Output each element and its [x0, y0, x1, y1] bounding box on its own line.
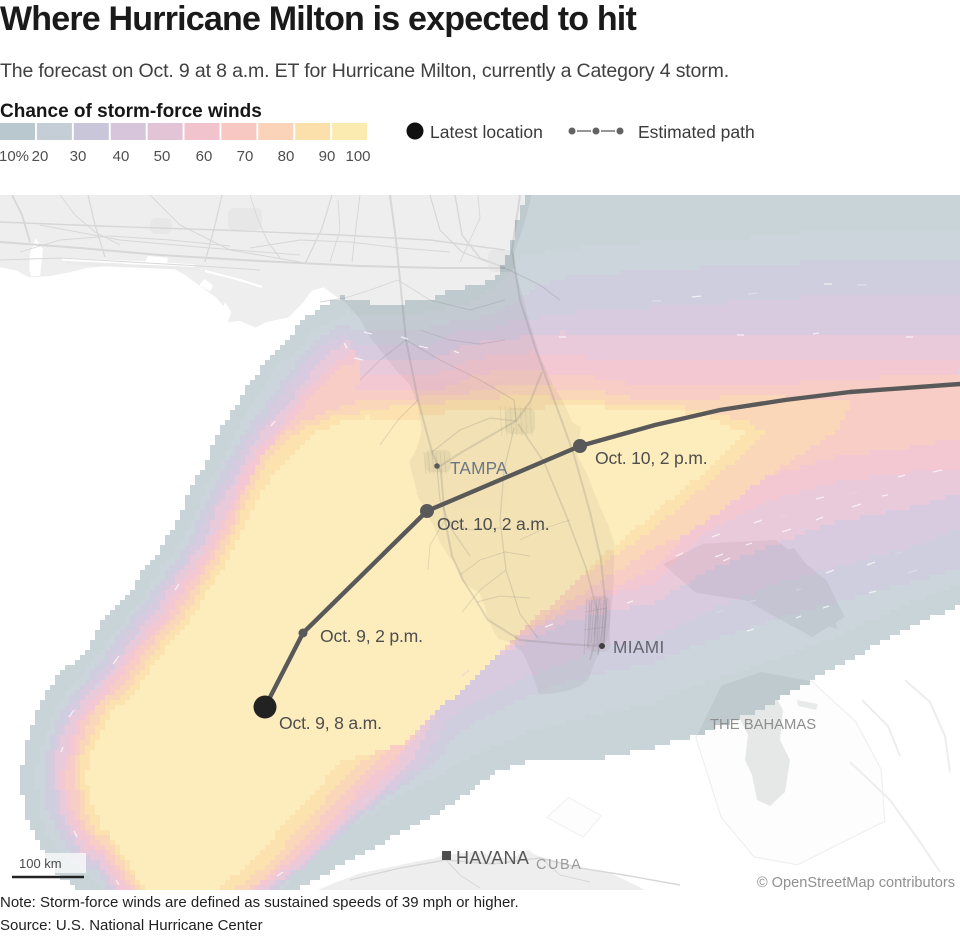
svg-text:Where Hurricane Milton is expe: Where Hurricane Milton is expected to hi…: [0, 0, 636, 38]
svg-text:Oct. 9, 8 a.m.: Oct. 9, 8 a.m.: [279, 713, 382, 733]
svg-text:Latest location: Latest location: [430, 122, 543, 142]
svg-text:100 km: 100 km: [19, 856, 62, 871]
svg-text:70: 70: [237, 148, 254, 165]
svg-text:90: 90: [319, 148, 336, 165]
svg-text:10%: 10%: [0, 148, 29, 165]
svg-text:Source: U.S. National Hurrican: Source: U.S. National Hurricane Center: [0, 917, 263, 934]
svg-text:Note: Storm-force winds are de: Note: Storm-force winds are defined as s…: [0, 894, 519, 911]
svg-text:100: 100: [345, 148, 370, 165]
svg-text:40: 40: [113, 148, 130, 165]
svg-text:80: 80: [278, 148, 295, 165]
svg-text:30: 30: [70, 148, 87, 165]
svg-text:50: 50: [154, 148, 171, 165]
svg-text:20: 20: [32, 148, 49, 165]
svg-text:THE BAHAMAS: THE BAHAMAS: [710, 717, 816, 733]
svg-text:© OpenStreetMap contributors: © OpenStreetMap contributors: [757, 875, 955, 891]
svg-text:HAVANA: HAVANA: [456, 848, 529, 868]
svg-text:TAMPA: TAMPA: [450, 458, 508, 478]
svg-text:Estimated path: Estimated path: [638, 122, 755, 142]
svg-text:CUBA: CUBA: [536, 857, 582, 873]
svg-text:Oct. 10, 2 a.m.: Oct. 10, 2 a.m.: [437, 514, 549, 534]
svg-text:The forecast on Oct. 9 at 8 a.: The forecast on Oct. 9 at 8 a.m. ET for …: [0, 60, 729, 82]
svg-text:MIAMI: MIAMI: [613, 637, 665, 657]
svg-text:60: 60: [196, 148, 213, 165]
svg-text:Oct. 9, 2 p.m.: Oct. 9, 2 p.m.: [320, 626, 423, 646]
svg-text:Chance of storm-force winds: Chance of storm-force winds: [0, 101, 262, 122]
svg-text:Oct. 10, 2 p.m.: Oct. 10, 2 p.m.: [595, 448, 707, 468]
